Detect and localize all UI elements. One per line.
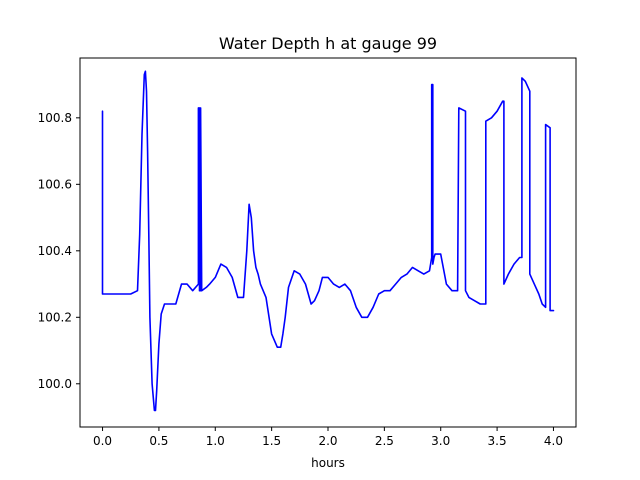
x-tick-label: 1.0 — [206, 434, 225, 448]
plot-frame — [79, 57, 577, 428]
x-axis-label: hours — [311, 456, 345, 470]
x-tick-label: 2.5 — [375, 434, 394, 448]
x-tick-label: 1.5 — [262, 434, 281, 448]
x-tick-label: 3.0 — [431, 434, 450, 448]
series-group — [101, 70, 555, 412]
x-tick-label: 4.0 — [544, 434, 563, 448]
y-tick-label: 100.2 — [38, 310, 72, 324]
x-axis: 0.0 0.5 1.0 1.5 2.0 2.5 3.0 3.5 4.0 — [93, 427, 563, 448]
x-tick-label: 0.5 — [149, 434, 168, 448]
chart-title: Water Depth h at gauge 99 — [219, 34, 437, 53]
x-tick-label: 2.0 — [318, 434, 337, 448]
y-tick-label: 100.4 — [38, 244, 72, 258]
y-axis: 100.0 100.2 100.4 100.6 100.8 — [38, 111, 80, 391]
y-tick-label: 100.6 — [38, 177, 72, 191]
y-tick-label: 100.0 — [38, 377, 72, 391]
x-tick-label: 3.5 — [488, 434, 507, 448]
series-line — [101, 70, 555, 412]
x-tick-label: 0.0 — [93, 434, 112, 448]
plot-area — [80, 58, 576, 427]
y-tick-label: 100.8 — [38, 111, 72, 125]
